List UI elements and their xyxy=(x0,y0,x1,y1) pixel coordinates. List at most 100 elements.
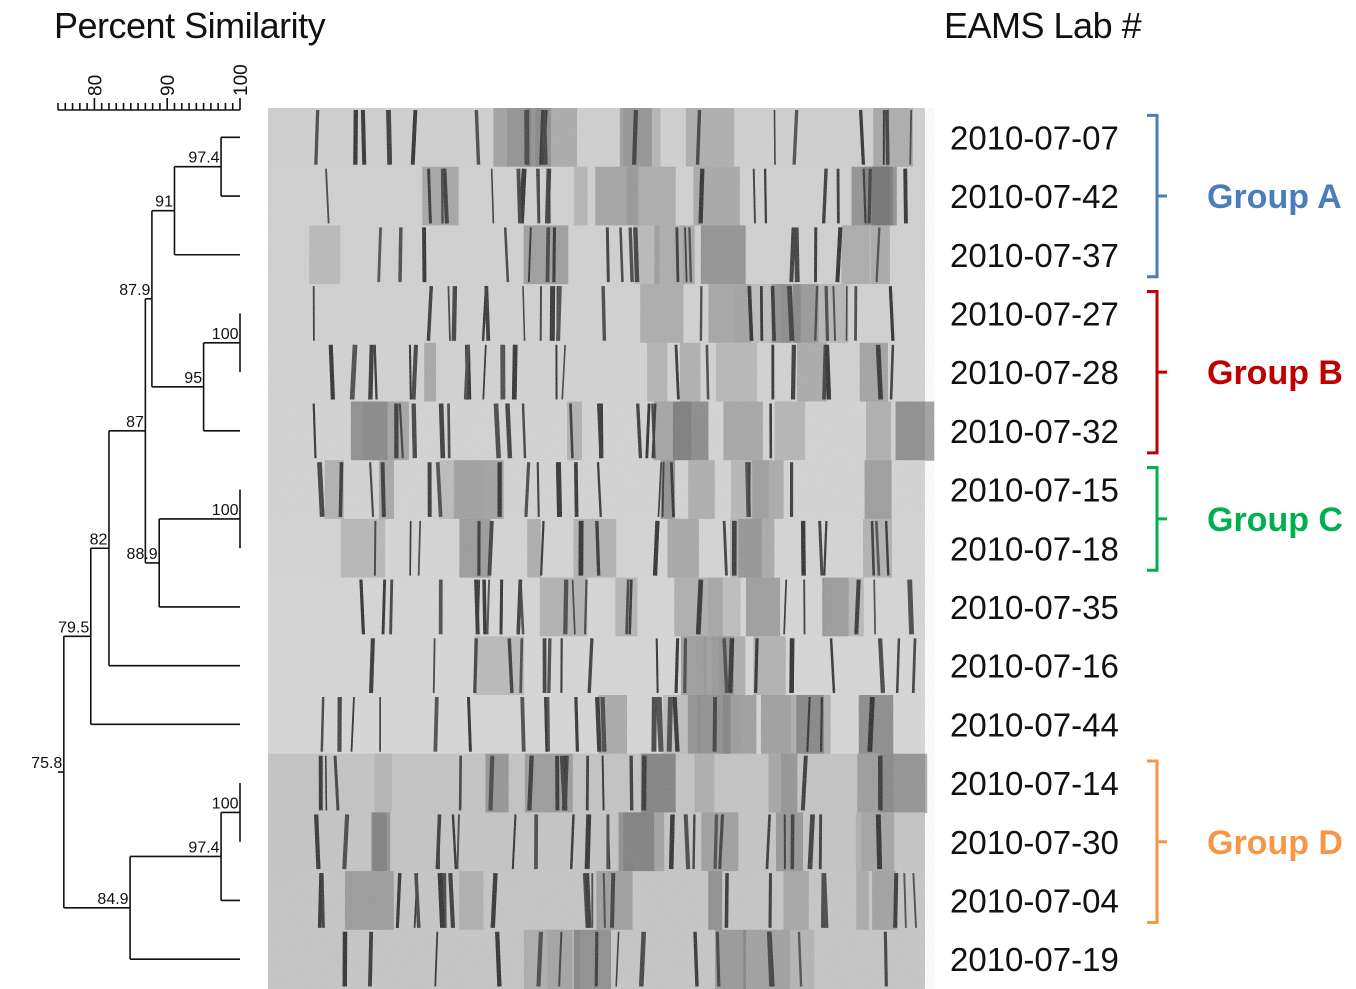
gel-band xyxy=(398,227,403,283)
gel-band xyxy=(377,227,382,283)
gel-smear xyxy=(566,401,583,461)
gel-smear xyxy=(647,342,668,403)
gel-band xyxy=(486,579,491,635)
gel-band xyxy=(539,109,544,165)
gel-lane xyxy=(268,753,925,813)
gel-band xyxy=(408,344,412,400)
gel-band xyxy=(877,638,886,694)
sample-label: 2010-07-44 xyxy=(950,706,1119,743)
gel-band xyxy=(651,403,657,459)
gel-band xyxy=(437,872,445,928)
gel-band xyxy=(875,227,881,283)
gel-smear xyxy=(775,812,804,872)
sample-label: 2010-07-19 xyxy=(950,941,1119,978)
gel-smear xyxy=(694,753,715,813)
gel-band xyxy=(435,462,443,517)
gel-smear xyxy=(439,460,485,520)
gel-band xyxy=(386,109,393,165)
gel-band xyxy=(350,696,355,752)
gel-smear xyxy=(667,518,699,579)
gel-band xyxy=(819,696,824,752)
gel-smear xyxy=(371,812,387,872)
gel-band xyxy=(541,109,548,165)
gel-band xyxy=(912,873,917,928)
gel-band xyxy=(595,520,601,576)
gel-band xyxy=(638,931,647,987)
gel-band xyxy=(493,403,501,459)
gel-smear xyxy=(743,929,791,989)
gel-smear xyxy=(841,225,870,285)
gel-band xyxy=(443,168,448,224)
sample-label: 2010-07-35 xyxy=(950,589,1119,626)
gel-band xyxy=(893,873,899,928)
gel-band xyxy=(818,520,824,576)
gel-band xyxy=(661,462,665,517)
gel-smear xyxy=(715,342,758,403)
gel-band xyxy=(888,286,895,341)
gel-band xyxy=(312,403,317,459)
gel-band xyxy=(451,286,458,341)
group-brackets: Group A Group B Group C Group D xyxy=(1147,113,1343,924)
gel-band xyxy=(495,931,502,987)
gel-smear xyxy=(654,225,685,285)
gel-band xyxy=(473,638,478,694)
sample-label: 2010-07-18 xyxy=(950,530,1119,567)
sample-label: 2010-07-15 xyxy=(950,472,1119,509)
gel-band xyxy=(651,696,657,752)
gel-smear xyxy=(781,753,798,813)
node-similarity-label: 97.4 xyxy=(188,150,219,167)
gel-band xyxy=(317,462,325,518)
group-bracket-line xyxy=(1147,289,1167,455)
gel-smear xyxy=(374,753,392,813)
gel-lane xyxy=(268,225,925,285)
gel-band xyxy=(438,403,446,459)
gel-band xyxy=(451,814,458,870)
gel-smear xyxy=(873,108,890,168)
gel-smear xyxy=(886,108,914,168)
gel-band xyxy=(417,520,422,576)
gel-smear xyxy=(851,166,897,226)
gel-smear xyxy=(700,695,741,755)
gel-band xyxy=(559,755,568,811)
gel-band xyxy=(824,344,832,400)
gel-band xyxy=(821,168,828,224)
sample-label: 2010-07-42 xyxy=(950,178,1119,215)
gel-band xyxy=(482,344,487,400)
gel-band xyxy=(427,168,432,224)
gel-band xyxy=(806,696,811,752)
gel-band xyxy=(584,872,592,928)
node-similarity-label: 97.4 xyxy=(188,839,219,856)
gel-band xyxy=(536,168,539,224)
node-similarity-label: 87 xyxy=(126,414,144,431)
gel-smear xyxy=(640,753,676,813)
gel-band xyxy=(883,931,888,987)
gel-band xyxy=(907,579,915,635)
gel-smear xyxy=(618,812,655,872)
gel-smear xyxy=(856,871,869,931)
gel-band xyxy=(463,344,470,400)
gel-band xyxy=(317,873,323,928)
axis-tick-label: 100 xyxy=(231,64,252,96)
group-bracket-line xyxy=(1147,759,1167,924)
gel-band xyxy=(668,814,675,870)
sample-label: 2010-07-04 xyxy=(950,882,1119,919)
gel-band xyxy=(409,520,412,576)
gel-smear xyxy=(707,577,741,637)
gel-band xyxy=(435,814,442,870)
gel-band xyxy=(320,696,325,752)
gel-band xyxy=(414,873,421,928)
gel-band xyxy=(381,579,387,635)
group-bracket: Group C xyxy=(1147,466,1343,572)
group-label: Group B xyxy=(1207,354,1343,392)
gel-band xyxy=(832,286,837,341)
gel-band xyxy=(903,168,908,224)
gel-band xyxy=(752,168,756,224)
gel-band xyxy=(636,403,643,459)
gel-band xyxy=(369,462,375,517)
gel-smear xyxy=(858,695,894,755)
group-bracket-line xyxy=(1147,466,1167,572)
gel-band xyxy=(563,579,569,635)
sample-label: 2010-07-32 xyxy=(950,413,1119,450)
gel-band xyxy=(605,227,610,283)
